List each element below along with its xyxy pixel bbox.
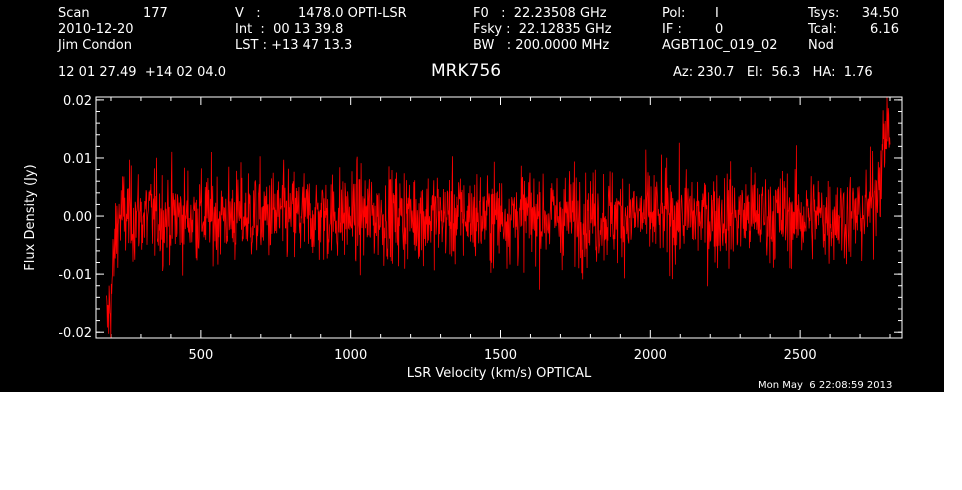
y-axis-ticks: -0.02 -0.01 0.00 0.01 0.02: [58, 94, 902, 341]
y-axis-label: Flux Density (Jy): [23, 164, 38, 270]
if-label: IF :: [662, 22, 682, 37]
y-tick-label: -0.01: [58, 268, 92, 283]
plot-panel: Scan 177 2010-12-20 Jim Condon V : 1478.…: [0, 0, 944, 392]
observing-mode: Nod: [808, 38, 834, 53]
tsys-value: 34.50: [861, 6, 899, 21]
lst-value: LST : +13 47 13.3: [235, 38, 353, 53]
chart-title: MRK756: [431, 61, 502, 81]
x-tick-label: 2000: [634, 348, 667, 363]
scan-number: 177: [143, 6, 168, 21]
observer-name: Jim Condon: [58, 38, 132, 53]
plot-frame: [95, 96, 903, 339]
x-tick-label: 2500: [784, 348, 817, 363]
az-el-ha: Az: 230.7 El: 56.3 HA: 1.76: [673, 65, 873, 80]
y-tick-label: 0.01: [63, 152, 92, 167]
bandwidth: BW : 200.0000 MHz: [473, 38, 610, 53]
x-axis-label: LSR Velocity (km/s) OPTICAL: [407, 366, 592, 381]
velocity-value: 1478.0 OPTI-LSR: [298, 6, 407, 21]
series-line-0: [106, 96, 891, 339]
spectrum-series: [106, 96, 891, 339]
polarization-label: Pol:: [662, 6, 686, 21]
integration-time: Int : 00 13 39.8: [235, 22, 344, 37]
if-value: 0: [715, 22, 724, 37]
rest-frequency: F0 : 22.23508 GHz: [473, 6, 607, 21]
project-id: AGBT10C_019_02: [662, 38, 778, 53]
x-tick-label: 500: [188, 348, 213, 363]
y-tick-label: 0.00: [63, 210, 92, 225]
x-axis-ticks: 500 1000 1500 2000 2500: [110, 97, 891, 363]
velocity-label: V :: [235, 6, 261, 21]
y-tick-label: -0.02: [58, 326, 92, 341]
x-tick-label: 1000: [334, 348, 367, 363]
observation-date: 2010-12-20: [58, 22, 134, 37]
sky-frequency: Fsky : 22.12835 GHz: [473, 22, 612, 37]
spectrum-chart: -0.02 -0.01 0.00 0.01 0.02 500 1000 1500 2000 25…: [23, 94, 903, 381]
y-tick-label: 0.02: [63, 94, 92, 109]
plot-timestamp: Mon May 6 22:08:59 2013: [758, 380, 893, 391]
tcal-value: 6.16: [870, 22, 899, 37]
tcal-label: Tcal:: [808, 22, 837, 37]
scan-label: Scan: [58, 6, 90, 21]
polarization-value: I: [715, 6, 719, 21]
source-coordinates: 12 01 27.49 +14 02 04.0: [58, 65, 227, 80]
x-tick-label: 1500: [484, 348, 517, 363]
tsys-label: Tsys:: [808, 6, 840, 21]
